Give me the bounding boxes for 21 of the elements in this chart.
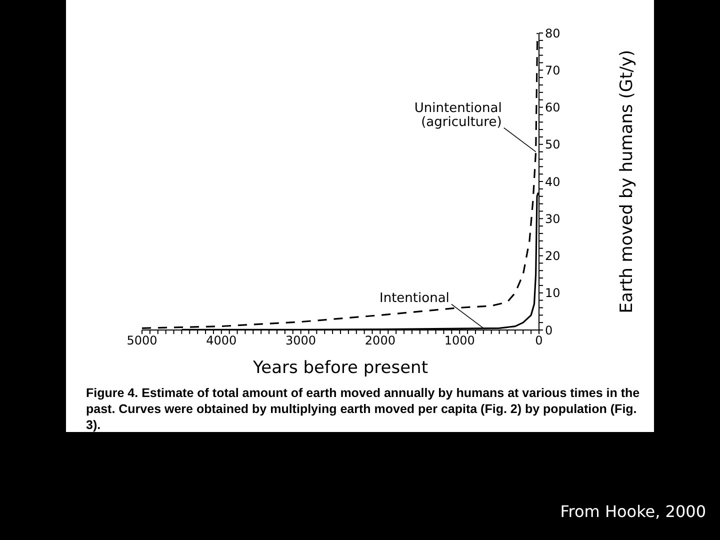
text: From Hooke, 2000 <box>560 502 706 521</box>
y-tick-label: 60 <box>545 100 560 115</box>
y-tick-label: 70 <box>545 63 560 78</box>
x-tick-label: 4000 <box>206 334 237 348</box>
caption: Figure 4. Estimate of total amount of earth moved annually by humans at various times in the past. Curves were obtained by multiplying earth moved per capita (Fig. 2) by population (Fig. 3). <box>86 385 641 433</box>
y-tick-label: 10 <box>545 286 560 300</box>
y-tick-label: 40 <box>545 174 560 189</box>
y-tick-label: 80 <box>545 26 560 40</box>
y-tick-label: 0 <box>545 323 553 338</box>
y-axis-title: Earth moved by humans (Gt/y) <box>617 50 638 314</box>
x-tick-label: 0 <box>535 334 543 348</box>
y-tick-label: 50 <box>545 138 560 152</box>
y-tick-label: 20 <box>545 249 560 264</box>
x-tick-label: 2000 <box>364 334 396 348</box>
annotation: Intentional <box>380 291 450 306</box>
x-axis-title: Years before present <box>252 358 428 378</box>
x-tick-label: 5000 <box>126 334 158 348</box>
x-tick-label: 1000 <box>444 334 475 348</box>
x-tick-label: 3000 <box>286 334 316 348</box>
y-tick-label: 30 <box>545 212 560 226</box>
annotation: Unintentional (agriculture) <box>414 100 502 130</box>
